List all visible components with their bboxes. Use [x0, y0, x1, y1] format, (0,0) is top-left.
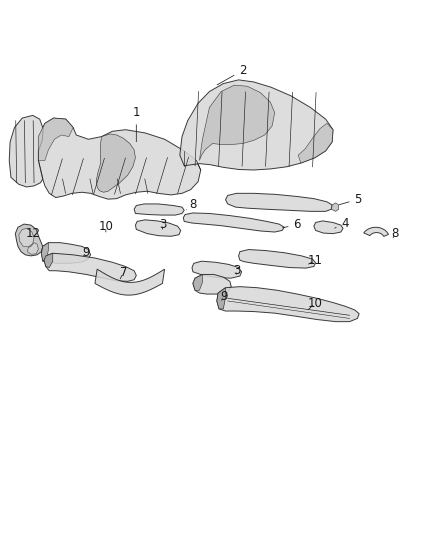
- Polygon shape: [193, 274, 202, 290]
- Polygon shape: [19, 228, 34, 247]
- Polygon shape: [39, 118, 73, 160]
- Polygon shape: [192, 261, 242, 278]
- Polygon shape: [364, 227, 389, 237]
- Text: 9: 9: [220, 290, 228, 303]
- Text: 6: 6: [283, 218, 301, 231]
- Polygon shape: [39, 118, 201, 199]
- Polygon shape: [9, 115, 43, 187]
- Text: 3: 3: [233, 264, 240, 277]
- Polygon shape: [314, 221, 343, 233]
- Text: 8: 8: [392, 227, 399, 240]
- Polygon shape: [331, 203, 339, 212]
- Text: 7: 7: [120, 266, 127, 279]
- Polygon shape: [44, 253, 136, 281]
- Polygon shape: [42, 243, 91, 263]
- Polygon shape: [15, 224, 43, 256]
- Polygon shape: [134, 204, 184, 215]
- Polygon shape: [28, 243, 39, 254]
- Text: 10: 10: [307, 297, 322, 310]
- Polygon shape: [217, 288, 226, 309]
- Text: 5: 5: [339, 192, 362, 206]
- Polygon shape: [96, 134, 135, 192]
- Polygon shape: [95, 269, 165, 295]
- Polygon shape: [193, 274, 231, 294]
- Text: 1: 1: [133, 106, 140, 142]
- Polygon shape: [44, 253, 53, 268]
- Polygon shape: [184, 213, 284, 232]
- Polygon shape: [199, 85, 275, 160]
- Text: 8: 8: [186, 198, 197, 211]
- Text: 3: 3: [159, 217, 166, 231]
- Polygon shape: [239, 249, 316, 268]
- Polygon shape: [180, 80, 333, 170]
- Polygon shape: [226, 193, 332, 212]
- Text: 11: 11: [307, 254, 322, 267]
- Polygon shape: [42, 243, 48, 261]
- Text: 12: 12: [25, 227, 40, 240]
- Text: 9: 9: [82, 246, 90, 259]
- Text: 2: 2: [217, 64, 247, 85]
- Polygon shape: [135, 220, 181, 236]
- Text: 10: 10: [99, 220, 113, 233]
- Text: 4: 4: [335, 216, 349, 230]
- Polygon shape: [298, 123, 333, 163]
- Polygon shape: [217, 287, 359, 321]
